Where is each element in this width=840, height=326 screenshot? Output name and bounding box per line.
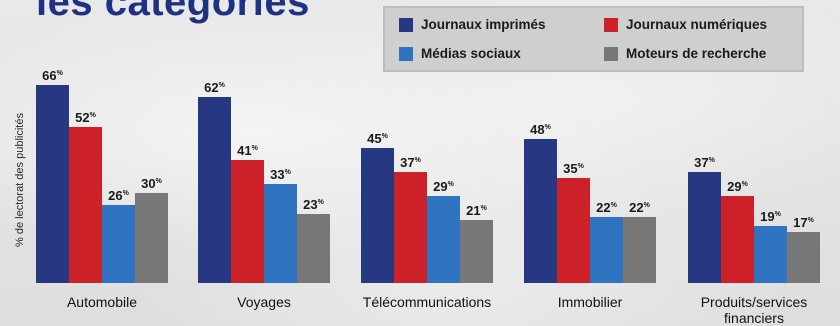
x-tick-label-produits-services-financiers: Produits/services financiers — [701, 294, 808, 326]
data-label-voyages-social: 33% — [270, 167, 291, 182]
x-tick-label-voyages: Voyages — [237, 294, 291, 310]
data-label-telecommunications-search: 21% — [466, 203, 487, 218]
data-label-automobile-social: 26% — [108, 188, 129, 203]
data-label-voyages-digital: 41% — [237, 143, 258, 158]
data-label-voyages-print: 62% — [204, 80, 225, 95]
bar-immobilier-search — [623, 217, 656, 283]
x-tick-label-automobile: Automobile — [67, 294, 137, 310]
bar-immobilier-social — [590, 217, 623, 283]
legend-swatch-digital — [604, 17, 618, 32]
data-label-produits-services-financiers-digital: 29% — [727, 179, 748, 194]
bar-telecommunications-print — [361, 148, 394, 283]
bar-produits-services-financiers-social — [754, 226, 787, 283]
bar-produits-services-financiers-search — [787, 232, 820, 283]
data-label-immobilier-search: 22% — [629, 200, 650, 215]
x-tick-label-telecommunications: Télécommunications — [363, 294, 491, 310]
data-label-immobilier-social: 22% — [596, 200, 617, 215]
data-label-produits-services-financiers-social: 19% — [760, 209, 781, 224]
data-label-automobile-search: 30% — [141, 176, 162, 191]
y-axis-label: % de lectorat des publicités — [14, 113, 26, 247]
chart-title: les catégories — [36, 0, 310, 24]
bar-voyages-social — [264, 184, 297, 283]
bar-voyages-digital — [231, 160, 264, 283]
legend-item-social: Médias sociaux — [399, 46, 521, 61]
bar-automobile-social — [102, 205, 135, 283]
data-label-telecommunications-social: 29% — [433, 179, 454, 194]
legend-item-digital: Journaux numériques — [604, 17, 767, 32]
legend-swatch-search — [604, 46, 618, 61]
legend-label-print: Journaux imprimés — [421, 17, 546, 32]
x-tick-label-immobilier: Immobilier — [558, 294, 623, 310]
data-label-produits-services-financiers-search: 17% — [793, 215, 814, 230]
bar-voyages-print — [198, 97, 231, 283]
legend-swatch-social — [399, 46, 413, 61]
bar-produits-services-financiers-digital — [721, 196, 754, 283]
data-label-automobile-print: 66% — [42, 68, 63, 83]
legend-label-social: Médias sociaux — [421, 46, 521, 61]
bar-telecommunications-search — [460, 220, 493, 283]
data-label-voyages-search: 23% — [303, 197, 324, 212]
bar-immobilier-digital — [557, 178, 590, 283]
data-label-immobilier-print: 48% — [530, 122, 551, 137]
data-label-produits-services-financiers-print: 37% — [694, 155, 715, 170]
bar-immobilier-print — [524, 139, 557, 283]
legend: Journaux imprimés Journaux numériques Mé… — [383, 6, 804, 72]
bar-telecommunications-social — [427, 196, 460, 283]
bar-automobile-digital — [69, 127, 102, 283]
data-label-automobile-digital: 52% — [75, 110, 96, 125]
bar-telecommunications-digital — [394, 172, 427, 283]
legend-label-digital: Journaux numériques — [626, 17, 768, 32]
bar-voyages-search — [297, 214, 330, 283]
legend-item-print: Journaux imprimés — [399, 17, 546, 32]
data-label-telecommunications-digital: 37% — [400, 155, 421, 170]
bar-produits-services-financiers-print — [688, 172, 721, 283]
legend-label-search: Moteurs de recherche — [626, 46, 767, 61]
data-label-telecommunications-print: 45% — [367, 131, 388, 146]
data-label-immobilier-digital: 35% — [563, 161, 584, 176]
legend-swatch-print — [399, 17, 413, 32]
legend-item-search: Moteurs de recherche — [604, 46, 766, 61]
bar-automobile-print — [36, 85, 69, 283]
bar-automobile-search — [135, 193, 168, 283]
